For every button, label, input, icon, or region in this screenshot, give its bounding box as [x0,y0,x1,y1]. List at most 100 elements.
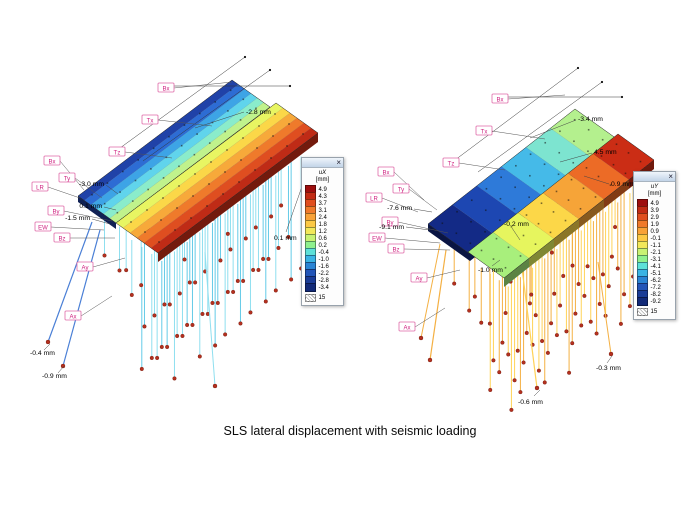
measurement-label: 0.9 mm [611,181,634,188]
pile-tip [197,354,202,359]
pile-tip [172,376,177,381]
mesh-node [537,222,540,225]
tag-box [157,82,175,93]
mesh-node [495,237,498,240]
pile-tip [533,313,538,318]
pile-tip [45,339,51,345]
deck-front-face [158,133,318,262]
battered-pile [429,249,447,361]
pile-tip [263,299,268,304]
deck-outline [115,102,319,254]
pile-tip [256,267,261,272]
pile-tip [554,333,559,338]
mesh-node [557,173,560,176]
pile-tip [518,390,523,395]
tag-label: Tx [481,129,488,135]
tag-label: LR [36,185,44,191]
pile-tip [585,264,590,269]
measurement-leader-line [491,259,501,267]
mesh-node [176,207,178,209]
legend-unit-text: [mm] [647,191,662,197]
pile-tip [235,278,240,283]
mesh-node [224,130,226,133]
tag-box [475,125,493,136]
legend-footer-value: 15 [318,295,326,302]
pile-tip [241,278,246,283]
line-end-marker [576,66,580,70]
battered-pile [47,221,93,343]
pile-tip [182,257,187,262]
mesh-node [597,175,600,178]
measurement-leader-line [57,365,65,374]
mesh-node [183,124,186,126]
tag-leader-line [403,248,451,251]
tag-box [47,205,65,216]
mesh-node [573,140,575,143]
legend-close-icon[interactable]: × [336,158,341,167]
battered-pile [521,267,538,389]
pile-tip [273,288,278,293]
measurement-leader-line [606,355,613,364]
mesh-node [544,141,547,144]
measurement-label: -7.6 mm [387,205,412,212]
pile-tip [521,360,526,365]
mesh-node [160,219,162,221]
mesh-node [137,159,140,161]
pile-tip [515,348,520,353]
measurement-label: 4.5 mm [594,149,617,156]
tag-label: Ax [403,325,410,331]
mesh-node [150,168,152,170]
legend-titlebar[interactable]: × [302,158,343,168]
mesh-node [199,112,201,115]
pile-tip [124,268,129,273]
battered-pile [597,261,612,355]
measurement-label: -9.1 mm [379,224,404,231]
mesh-node [519,255,522,257]
measurement-label: -1.5 mm [65,215,90,222]
tag-label: LR [370,196,378,202]
tag-leader-line [381,197,419,213]
pile-tip [618,321,623,326]
legend-value: -4.1 [650,263,661,270]
legend-value: 0.9 [650,228,659,235]
deck-front-face [554,219,579,248]
mesh-node [587,150,589,153]
mesh-node [498,219,501,222]
measurement-label: -0.4 mm [30,350,55,357]
mesh-node [624,172,627,175]
tag-leader-line [397,221,449,234]
pile-tip [472,294,477,299]
mesh-node [543,163,546,166]
mesh-node [514,186,516,189]
mesh-node [168,135,170,138]
mesh-node [274,113,276,115]
tag-leader-line [63,210,113,222]
pile-tip [591,276,596,281]
line-end-marker [243,55,247,59]
legend-value: 3.7 [318,200,327,207]
mesh-node [639,160,642,163]
mesh-node [206,205,208,207]
mesh-node [131,200,134,202]
mesh-node [582,187,585,190]
tag-leader-line [74,177,103,199]
legend-value: 1.9 [650,221,659,228]
legend-close-icon[interactable]: × [668,172,673,181]
pile-tip [564,329,569,334]
mesh-node [515,164,517,167]
models-canvas: Bx Tx Tz Bx Ty LR By EW Bz Ay Ax -2.8 mm -3.0 mm 0.1 … [30,55,655,412]
tag-label: Bz [58,236,65,242]
mesh-node [178,185,180,187]
mesh-node [609,184,612,186]
mesh-node [627,152,630,154]
mesh-node [572,161,575,164]
legend-title-text: uY [650,184,659,190]
tag-leader-line [458,162,506,171]
pile-tip [579,323,584,328]
tag-box [368,232,386,243]
mesh-node [222,193,224,195]
legend-value: -0.4 [318,249,329,256]
mesh-node [455,232,458,235]
legend-titlebar[interactable]: × [634,172,675,182]
legend-value: -5.1 [650,270,661,277]
